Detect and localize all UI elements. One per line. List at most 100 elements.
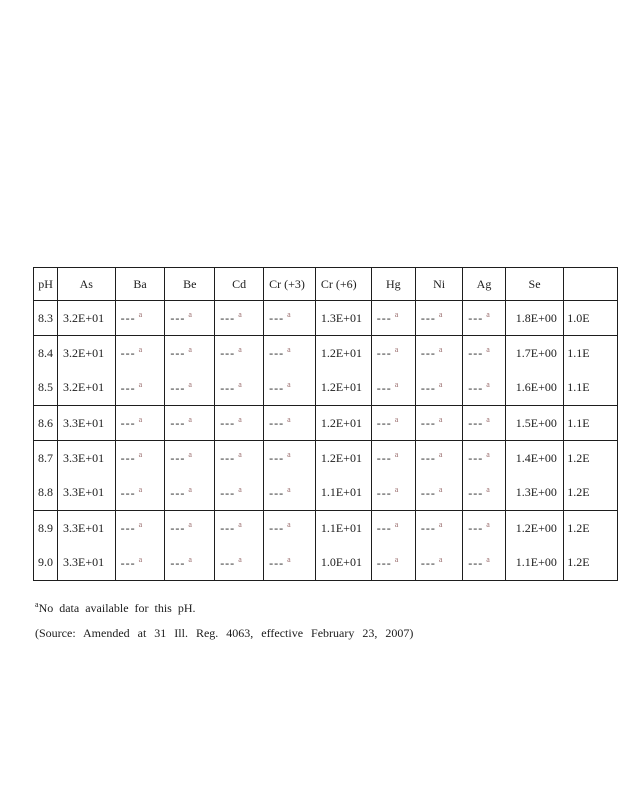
footnote-marker: a	[138, 345, 143, 355]
cell-cutoff: 1.1E	[563, 405, 618, 441]
cell-cd: --- a	[214, 405, 265, 441]
no-data-dash: ---	[220, 346, 236, 361]
footnote-marker: a	[188, 484, 192, 494]
no-data-dash: ---	[376, 311, 392, 325]
cell-ag: --- a	[462, 545, 506, 581]
footnote-marker: a	[486, 554, 490, 564]
no-data-dash: ---	[120, 521, 136, 536]
cell-hg: --- a	[370, 510, 416, 546]
no-data-dash: ---	[269, 521, 285, 536]
no-data-dash: ---	[220, 416, 236, 430]
no-data-dash: ---	[220, 521, 236, 536]
header-cr3: Cr (+3)	[263, 267, 316, 301]
footnote-no-data-text: No data available for this pH.	[38, 601, 196, 615]
header-cr6: Cr (+6)	[314, 267, 372, 301]
footnote-marker: a	[238, 310, 242, 319]
footnote-marker: a	[287, 520, 291, 530]
footnote-marker: a	[486, 484, 490, 494]
cell-be: --- a	[164, 405, 216, 441]
cell-ag: --- a	[462, 510, 506, 546]
footnote-marker: a	[188, 379, 192, 389]
footnote-marker: a	[238, 520, 242, 530]
footnote-no-data: aNo data available for this pH.	[35, 600, 196, 616]
cell-cr3: --- a	[263, 370, 316, 406]
cell-ph: 8.6	[32, 405, 59, 441]
footnote-marker: a	[238, 415, 242, 424]
cell-cutoff: 1.1E	[563, 370, 618, 406]
cell-as: 3.3E+01	[57, 405, 116, 441]
no-data-dash: ---	[120, 485, 136, 500]
cell-cutoff: 1.2E	[563, 545, 618, 581]
cell-be: --- a	[164, 475, 216, 511]
footnote-marker: a	[188, 554, 192, 564]
footnote-marker: a	[287, 345, 291, 355]
cell-ag: --- a	[462, 335, 506, 371]
footnote-marker: a	[394, 415, 399, 424]
footnote-marker: a	[138, 520, 143, 530]
cell-ph: 8.4	[32, 335, 59, 371]
no-data-dash: ---	[468, 346, 484, 361]
cell-ba: --- a	[114, 370, 166, 406]
cell-cr6: 1.3E+01	[314, 300, 372, 336]
cell-be: --- a	[164, 335, 216, 371]
no-data-dash: ---	[269, 346, 285, 361]
cell-ag: --- a	[462, 370, 506, 406]
header-be: Be	[164, 267, 216, 301]
header-ph: pH	[32, 267, 59, 301]
no-data-dash: ---	[269, 451, 285, 466]
footnote-marker: a	[238, 450, 242, 460]
header-ni: Ni	[414, 267, 464, 301]
cell-ba: --- a	[114, 545, 166, 581]
cell-hg: --- a	[370, 335, 416, 371]
no-data-dash: ---	[468, 555, 484, 570]
footnote-marker: a	[188, 415, 192, 424]
cell-ph: 8.9	[32, 510, 59, 546]
cell-ni: --- a	[414, 545, 464, 581]
no-data-dash: ---	[376, 346, 392, 361]
footnote-marker: a	[188, 345, 192, 355]
no-data-dash: ---	[120, 380, 136, 395]
footnote-marker: a	[138, 554, 143, 564]
footnote-marker: a	[138, 415, 143, 424]
cell-ph: 8.7	[32, 440, 59, 476]
no-data-dash: ---	[376, 380, 392, 395]
cell-se: 1.6E+00	[504, 370, 565, 406]
cell-cr6: 1.0E+01	[314, 545, 372, 581]
cell-be: --- a	[164, 510, 216, 546]
no-data-dash: ---	[120, 451, 136, 466]
no-data-dash: ---	[120, 555, 136, 570]
cell-cd: --- a	[214, 335, 265, 371]
footnote-marker: a	[438, 345, 443, 355]
header-cutoff	[563, 267, 618, 301]
cell-as: 3.2E+01	[57, 335, 116, 371]
footnote-marker: a	[188, 520, 192, 530]
footnote-marker: a	[287, 450, 291, 460]
cell-ag: --- a	[462, 475, 506, 511]
ph-metals-standards-table: pH As Ba Be Cd Cr (+3) Cr (+6) Hg Ni Ag …	[32, 267, 618, 581]
cell-be: --- a	[164, 545, 216, 581]
cell-be: --- a	[164, 440, 216, 476]
header-se: Se	[504, 267, 565, 301]
no-data-dash: ---	[220, 380, 236, 395]
cell-ni: --- a	[414, 370, 464, 406]
no-data-dash: ---	[269, 311, 285, 325]
cell-be: --- a	[164, 300, 216, 336]
cell-as: 3.3E+01	[57, 440, 116, 476]
no-data-dash: ---	[120, 346, 136, 361]
footnote-marker: a	[438, 310, 443, 319]
no-data-dash: ---	[468, 521, 484, 536]
footnote-marker: a	[394, 450, 399, 460]
table-row: 8.6 3.3E+01 --- a --- a --- a --- a 1.2E+01 …	[32, 405, 618, 441]
table-row: 8.4 3.2E+01 --- a --- a --- a --- a 1.2E+01 …	[32, 335, 618, 371]
footnote-marker: a	[486, 379, 490, 389]
no-data-dash: ---	[269, 380, 285, 395]
footnote-marker: a	[188, 450, 192, 460]
cell-cd: --- a	[214, 300, 265, 336]
no-data-dash: ---	[269, 485, 285, 500]
footnote-marker: a	[394, 345, 399, 355]
footnote-marker: a	[438, 520, 443, 530]
cell-se: 1.7E+00	[504, 335, 565, 371]
no-data-dash: ---	[420, 451, 436, 466]
no-data-dash: ---	[170, 416, 186, 430]
